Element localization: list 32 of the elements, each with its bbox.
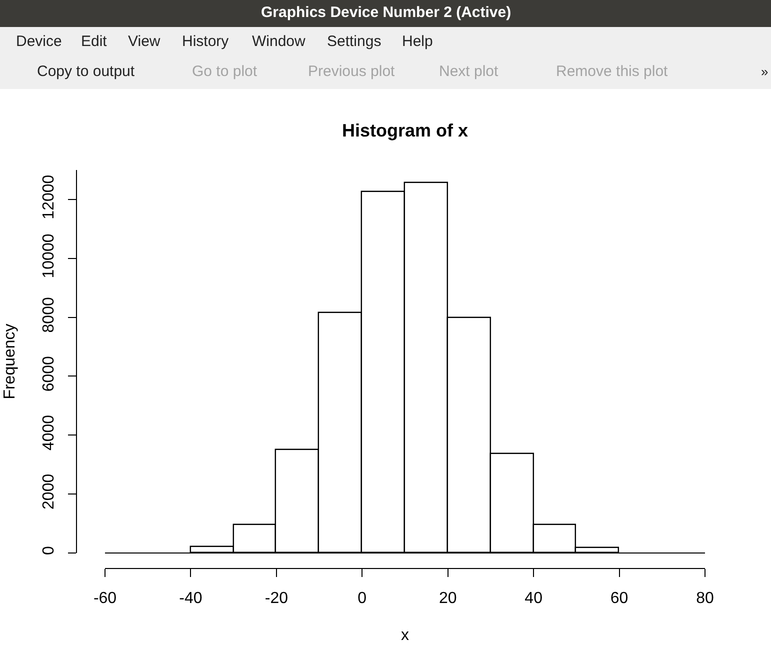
x-axis-title: x (401, 626, 409, 644)
text: View (128, 33, 160, 50)
x-tick-label: -40 (179, 590, 202, 608)
y-tick-label: 0 (40, 546, 58, 556)
text: » (761, 64, 768, 79)
y-tick-label: 6000 (40, 356, 58, 392)
text: Copy to output (37, 63, 136, 80)
y-axis-title: Frequency (2, 324, 18, 400)
text: Window (252, 33, 306, 50)
text: Help (402, 33, 433, 50)
x-tick-label: 60 (610, 590, 628, 608)
text: History (182, 33, 230, 50)
chart-title: Histogram of x (342, 120, 468, 140)
text: Go to plot (192, 63, 258, 80)
x-tick-label: -20 (264, 590, 288, 608)
text: Edit (81, 33, 108, 50)
x-tick-label: 80 (696, 590, 714, 608)
y-tick-label: 2000 (40, 474, 58, 510)
y-tick-label: 10000 (40, 234, 58, 278)
text: Device (16, 33, 62, 50)
y-tick-label: 4000 (40, 414, 58, 451)
text: Next plot (439, 63, 500, 80)
x-tick-label: 40 (524, 590, 543, 608)
text: Previous plot (308, 63, 396, 80)
x-tick-label: 20 (438, 590, 457, 608)
y-tick-label: 8000 (40, 297, 58, 333)
text: Settings (327, 33, 382, 50)
x-tick-label: -60 (93, 590, 117, 608)
text: Remove this plot (556, 63, 669, 80)
x-tick-label: 0 (358, 590, 367, 608)
text: Graphics Device Number 2 (Active) (261, 4, 512, 21)
y-tick-label: 12000 (40, 174, 58, 220)
